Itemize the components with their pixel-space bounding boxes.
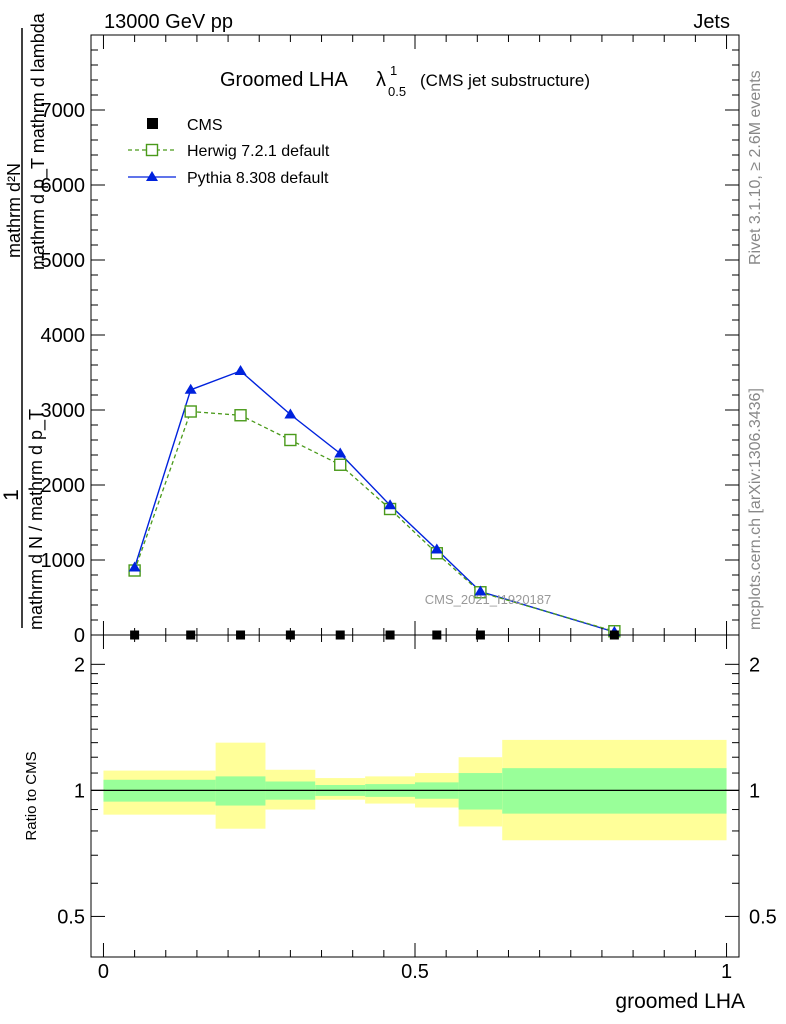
main-ytick-label: 1000 [41, 550, 86, 572]
header-left: 13000 GeV pp [104, 11, 233, 33]
mcplots-label: mcplots.cern.ch [arXiv:1306.3436] [747, 388, 764, 630]
ratio-xtick-label: 1 [721, 961, 732, 983]
main-title-sup: 1 [390, 63, 397, 78]
herwig-point [234, 409, 247, 422]
herwig-point [334, 458, 347, 471]
ratio-panel: 0.5 0.5 1 1 2 2 0 0.5 1 [57, 634, 777, 983]
ratio-ytick-label-left: 0.5 [57, 906, 85, 928]
main-ytick-label: 5000 [41, 250, 86, 272]
herwig-point [184, 405, 197, 418]
pythia-point [234, 365, 247, 375]
legend-herwig-label: Herwig 7.2.1 default [187, 143, 330, 160]
legend-herwig-marker [145, 143, 159, 157]
main-title-text: Groomed LHA [220, 69, 348, 91]
main-title-suffix: (CMS jet substructure) [420, 71, 590, 90]
main-ticks: 0 1000 2000 3000 4000 5000 6000 7000 [41, 35, 739, 647]
legend-pythia-marker [146, 171, 158, 181]
header-right: Jets [693, 11, 730, 33]
ratio-xtick-label: 0 [98, 961, 109, 983]
legend-pythia-label: Pythia 8.308 default [187, 170, 329, 187]
ratio-ytick-label-left: 1 [74, 780, 85, 802]
ratio-ytick-label-left: 2 [74, 654, 85, 676]
main-ytick-label: 2000 [41, 475, 86, 497]
pythia-point [284, 408, 297, 419]
pythia-point [430, 543, 443, 554]
pythia-point [474, 585, 487, 596]
ratio-xtick-label: 0.5 [401, 961, 429, 983]
herwig-point [284, 433, 297, 447]
ratio-ytick-label-right: 2 [749, 654, 760, 676]
legend: CMS Herwig 7.2.1 default Pythia 8.308 de… [128, 117, 330, 187]
rivet-label: Rivet 3.1.10, ≥ 2.6M events [747, 70, 764, 265]
ratio-ylabel: Ratio to CMS [23, 751, 40, 840]
analysis-watermark: CMS_2021_I1920187 [425, 592, 552, 607]
ratio-band-inner [458, 773, 503, 810]
ratio-ytick-label-right: 0.5 [749, 906, 777, 928]
legend-cms-marker [147, 118, 158, 129]
ratio-ticks: 0.5 0.5 1 1 2 2 0 0.5 1 [57, 635, 777, 983]
legend-cms-label: CMS [187, 117, 223, 134]
main-ytick-label: 7000 [41, 100, 86, 122]
main-ytick-label: 0 [74, 625, 85, 647]
pythia-point [128, 561, 141, 572]
main-title: Groomed LHA λ 1 0.5 (CMS jet substructur… [220, 63, 590, 99]
pythia-point [384, 499, 397, 510]
main-ytick-label: 4000 [41, 325, 86, 347]
main-ylabel-den: mathrm d N / mathrm d p_T [26, 409, 47, 630]
ratio-ytick-label-right: 1 [749, 780, 760, 802]
main-title-lambda: λ [376, 69, 386, 91]
main-ylabel-one: 1 [0, 489, 23, 501]
pythia-point [184, 383, 197, 394]
ratio-frame [90, 634, 740, 958]
main-ylabel: 1 mathrm d N / mathrm d p_T mathrm d²N m… [0, 12, 49, 630]
main-ytick-label: 6000 [41, 175, 86, 197]
pythia-point [334, 447, 347, 458]
x-axis-label: groomed LHA [615, 990, 745, 1013]
main-title-sub: 0.5 [388, 84, 406, 99]
main-ylabel-num: mathrm d²N [4, 163, 24, 258]
main-ylabel-num-den: mathrm d p_T mathrm d lambda [28, 12, 49, 270]
main-ytick-label: 3000 [41, 400, 86, 422]
main-panel: 0 1000 2000 3000 4000 5000 6000 7000 CMS_2021_I… [41, 34, 740, 647]
